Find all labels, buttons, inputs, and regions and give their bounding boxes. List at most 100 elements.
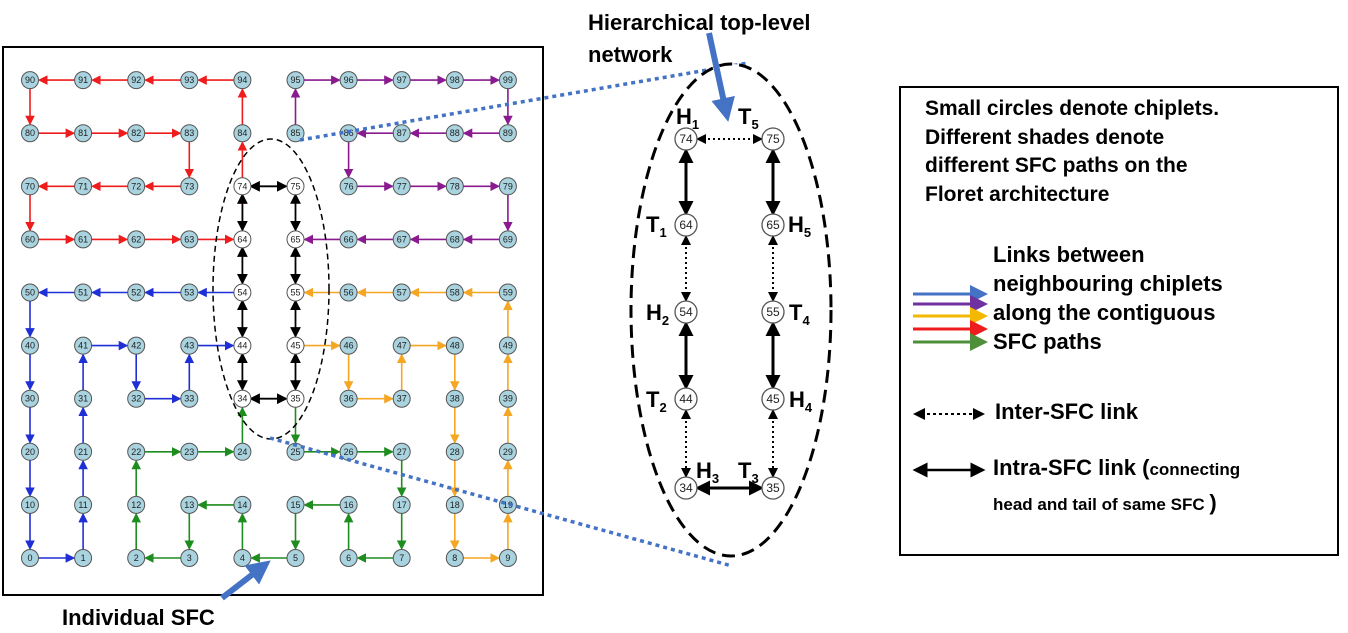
legend-color-arrows [913, 285, 988, 351]
chiplet-node [498, 71, 517, 90]
chiplet-node [445, 124, 464, 143]
chiplet-node [339, 549, 358, 567]
chiplet-node [21, 495, 39, 514]
chiplet-label: 40 [25, 341, 35, 351]
chiplet-node [286, 71, 305, 90]
title-line-1: Hierarchical top-level [588, 10, 811, 35]
chiplet-label: 12 [131, 500, 141, 510]
zoom-chiplet-label: 65 [766, 218, 780, 232]
chiplet-node [233, 230, 252, 249]
chiplet-node [498, 283, 517, 302]
chiplet-node [233, 71, 252, 90]
chiplet-label: 63 [184, 234, 194, 244]
chiplet-node [74, 124, 93, 143]
chiplet-label: 96 [344, 75, 354, 85]
legend-intra-sfc: Intra-SFC link (connecting [993, 455, 1240, 481]
chiplet-label: 47 [397, 341, 407, 351]
chiplet-node [180, 442, 199, 461]
chiplet-label: 61 [78, 234, 88, 244]
zoom-chiplet-label: 64 [679, 218, 693, 232]
chiplet-label: 60 [25, 234, 35, 244]
chiplet-node [127, 495, 146, 514]
chiplet-label: 25 [290, 447, 300, 457]
chiplet-label: 66 [344, 234, 354, 244]
chiplet-label: 94 [237, 75, 247, 85]
chiplet-label: 35 [290, 394, 300, 404]
chiplet-node [498, 124, 517, 143]
chiplet-label: 15 [290, 500, 300, 510]
chiplet-label: 80 [25, 128, 35, 138]
chiplet-node [392, 442, 411, 461]
chiplet-node [127, 177, 146, 196]
zoom-chiplet-node [761, 127, 785, 151]
chiplet-label: 84 [237, 128, 247, 138]
zoom-chiplet-node [674, 476, 698, 500]
chiplet-node [180, 71, 199, 90]
zoom-chiplet-label: 34 [679, 481, 693, 495]
chiplet-node [127, 230, 146, 249]
chiplet-label: 1 [81, 553, 86, 563]
chiplet-node [286, 177, 305, 196]
chiplet-node [21, 71, 39, 90]
legend-links-line-2: neighbouring chiplets [993, 271, 1223, 296]
zoom-links [678, 134, 781, 496]
chiplet-node [339, 389, 358, 408]
chiplet-label: 11 [78, 500, 87, 510]
chiplet-label: 16 [344, 500, 354, 510]
chiplet-node [21, 283, 39, 302]
chiplet-label: 97 [397, 75, 407, 85]
chiplet-label: 99 [503, 75, 513, 85]
chiplet-node [286, 124, 305, 143]
chiplet-node [74, 177, 93, 196]
chiplet-node [445, 495, 464, 514]
zoom-chiplet-label: 55 [766, 305, 780, 319]
legend-box [899, 86, 1339, 556]
chiplet-label: 48 [450, 341, 460, 351]
zoom-chiplet-node [761, 213, 785, 237]
chiplet-label: 6 [346, 553, 351, 563]
zoom-chiplet-label: 54 [679, 305, 693, 319]
chiplet-label: 72 [131, 181, 141, 191]
sfc-grid-frame [2, 46, 544, 596]
chiplet-label: 38 [450, 394, 460, 404]
chiplet-label: 33 [184, 394, 194, 404]
chiplet-node [233, 336, 252, 355]
chiplet-node [445, 230, 464, 249]
chiplet-label: 87 [397, 128, 407, 138]
chiplet-label: 17 [397, 500, 407, 510]
chiplet-node [498, 230, 517, 249]
chiplet-label: 70 [25, 181, 35, 191]
chiplet-label: 68 [450, 234, 460, 244]
chiplet-node [392, 177, 411, 196]
chiplet-node [286, 230, 305, 249]
chiplet-node [286, 283, 305, 302]
chiplet-node [127, 336, 146, 355]
chiplet-label: 28 [450, 447, 460, 457]
chiplet-node [127, 549, 146, 567]
chiplet-node [339, 230, 358, 249]
chiplet-node [392, 549, 411, 567]
chiplet-label: 88 [450, 128, 460, 138]
chiplet-node [127, 124, 146, 143]
chiplet-label: 93 [184, 75, 194, 85]
legend-intra-small: connecting [1149, 460, 1241, 479]
chiplet-node [180, 336, 199, 355]
chiplet-label: 81 [78, 128, 88, 138]
chiplet-label: 20 [25, 447, 35, 457]
chiplet-label: 31 [78, 394, 88, 404]
chiplet-label: 59 [503, 288, 513, 298]
chiplet-node [498, 495, 517, 514]
chiplet-node [392, 124, 411, 143]
chiplet-node [180, 283, 199, 302]
chiplet-label: 89 [503, 128, 513, 138]
chiplet-label: 77 [397, 181, 407, 191]
chiplet-label: 55 [290, 288, 300, 298]
chiplet-node [180, 177, 199, 196]
chiplet-node [233, 177, 252, 196]
chiplet-label: 75 [290, 181, 300, 191]
chiplet-node [339, 71, 358, 90]
chiplet-node [339, 495, 358, 514]
legend-intro-line-2: Different shades denote [925, 125, 1165, 149]
chiplet-node [498, 549, 517, 567]
